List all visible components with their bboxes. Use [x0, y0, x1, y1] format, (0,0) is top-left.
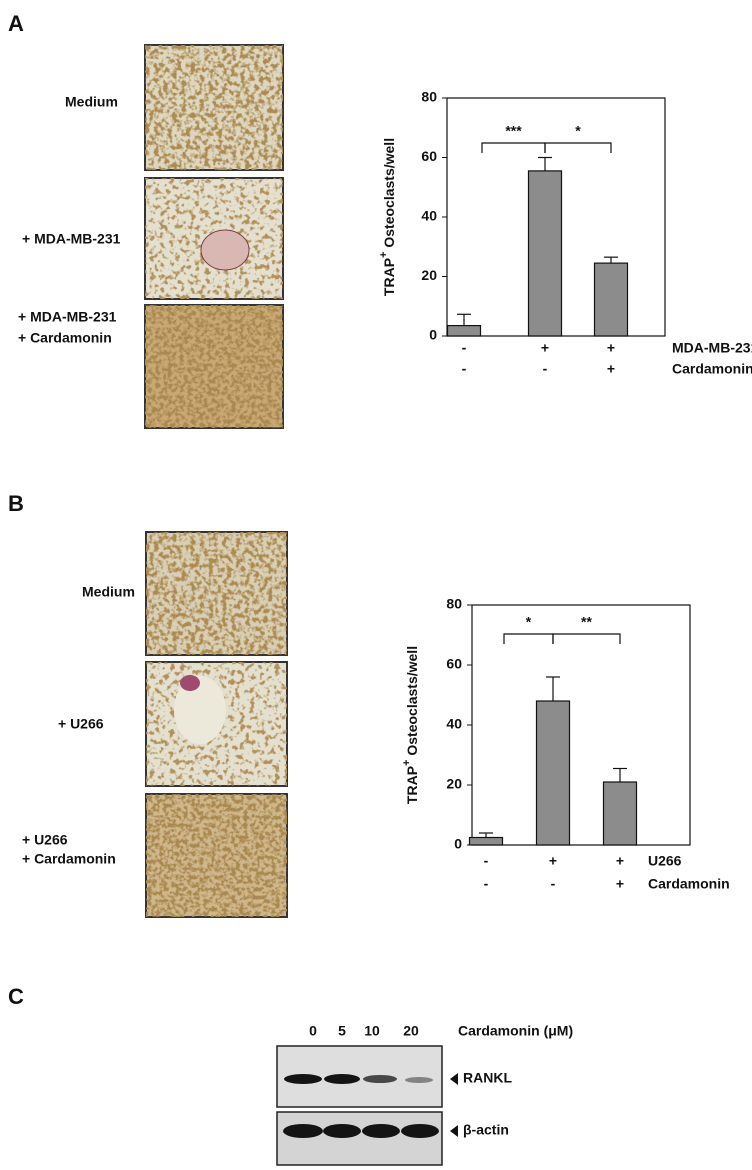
y-label-text: TRAP	[404, 766, 420, 804]
condition-sign: +	[616, 853, 624, 869]
condition-sign: +	[607, 361, 615, 377]
image-label: + Cardamonin	[22, 851, 116, 867]
condition-sign: -	[462, 361, 467, 377]
plot-frame	[471, 604, 691, 846]
bar	[535, 700, 571, 846]
blot-box	[276, 1045, 443, 1108]
band-label: β-actin	[463, 1122, 509, 1138]
condition-sign: +	[541, 340, 549, 356]
significance-label: **	[581, 614, 592, 630]
condition-name: MDA-MB-231	[672, 340, 752, 356]
condition-sign: -	[484, 853, 489, 869]
y-tick-label: 80	[421, 89, 437, 105]
condition-sign: -	[484, 876, 489, 892]
y-tick-label: 40	[421, 208, 437, 224]
band-label: RANKL	[463, 1070, 512, 1086]
image-label: Medium	[65, 94, 118, 110]
significance-label: ***	[505, 123, 522, 139]
condition-name: Cardamonin	[672, 361, 752, 377]
y-tick-label: 80	[446, 596, 462, 612]
condition-name: U266	[648, 853, 682, 869]
condition-sign: +	[549, 853, 557, 869]
lane-label: 20	[403, 1023, 419, 1039]
y-label-sup: +	[401, 760, 413, 766]
significance-bracket	[544, 142, 612, 153]
image-label: + MDA-MB-231	[22, 231, 121, 247]
y-tick-label: 20	[421, 267, 437, 283]
micrographs	[144, 44, 288, 918]
y-axis-label: TRAP+ Osteoclasts/well	[401, 646, 420, 804]
y-tick-label: 60	[421, 148, 437, 164]
y-tick-label: 60	[446, 656, 462, 672]
image-label: Medium	[82, 584, 135, 600]
image-label: + U266	[22, 832, 68, 848]
y-tick-label: 0	[454, 836, 462, 852]
significance-bracket	[481, 142, 546, 153]
panel-label: A	[8, 11, 24, 36]
y-label-rest: Osteoclasts/well	[381, 138, 397, 252]
image-label: + Cardamonin	[18, 330, 112, 346]
significance-bracket	[552, 633, 621, 644]
significance-bracket	[503, 633, 554, 644]
y-label-text: TRAP	[381, 258, 397, 296]
y-label-sup: +	[378, 252, 390, 258]
significance-label: *	[526, 614, 532, 630]
y-tick-label: 20	[446, 776, 462, 792]
condition-sign: -	[543, 361, 548, 377]
y-axis-label: TRAP+ Osteoclasts/well	[378, 138, 397, 296]
condition-name: Cardamonin	[648, 876, 730, 892]
bar	[602, 781, 638, 846]
panel-label: B	[8, 491, 24, 516]
blot-box	[276, 1111, 443, 1166]
y-tick-label: 40	[446, 716, 462, 732]
condition-sign: +	[607, 340, 615, 356]
lane-label: 10	[364, 1023, 380, 1039]
bar	[446, 324, 482, 337]
y-tick-label: 0	[429, 327, 437, 343]
lane-label: 5	[338, 1023, 346, 1039]
y-label-rest: Osteoclasts/well	[404, 646, 420, 760]
panel-label: C	[8, 984, 24, 1009]
bar	[468, 836, 504, 846]
image-label: + U266	[58, 716, 104, 732]
significance-label: *	[575, 123, 581, 139]
condition-sign: -	[462, 340, 467, 356]
lane-label: 0	[309, 1023, 317, 1039]
bar	[593, 262, 629, 337]
bar	[527, 170, 563, 337]
image-label: + MDA-MB-231	[18, 309, 117, 325]
blot	[276, 1045, 458, 1166]
condition-sign: -	[551, 876, 556, 892]
condition-sign: +	[616, 876, 624, 892]
lane-title: Cardamonin (μM)	[458, 1023, 573, 1039]
